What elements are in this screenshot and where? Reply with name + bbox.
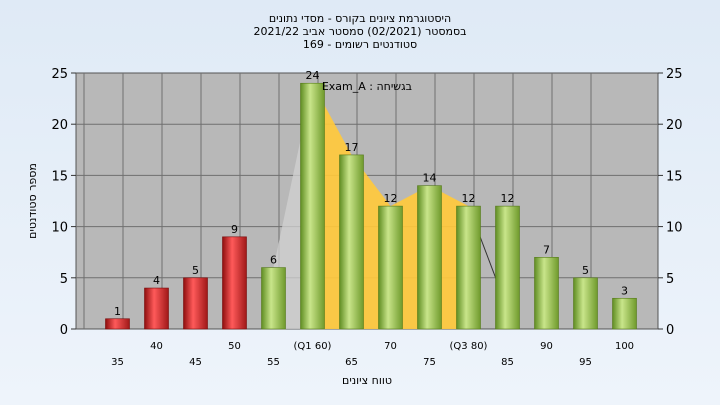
value-label: 6 [270,254,277,267]
gridlines [76,73,658,329]
x-tick-label: 85 [501,357,514,368]
bar [183,277,208,330]
y-tick-label: 0 [60,323,68,338]
bar [339,154,364,330]
y-tick-label: 15 [666,169,683,184]
value-label: 4 [153,274,160,287]
x-tick-label: 100 [615,341,634,352]
x-tick-labels: 35 40 45 50 55 (Q1 60) 65 70 75 (Q3 80) 85 90 95 100 [111,341,634,368]
y-tick-label: 25 [51,67,68,82]
bar [300,82,325,330]
x-tick-label: 90 [540,341,553,352]
value-label: 3 [621,284,628,297]
y-tick-label: 5 [666,272,674,287]
bar [495,205,520,330]
x-tick-label: (Q3 80) [450,341,488,352]
y-tick-label: 15 [51,169,68,184]
y-tick-label: 5 [60,272,68,287]
x-axis-label: טווח ציונים [342,374,392,387]
bar [222,236,247,330]
y-tick-label: 10 [51,221,68,236]
title-line-1: היסטוגרמת ציונים בקורס - מסדי נתונים [269,12,451,25]
y-tick-label: 0 [666,323,674,338]
bar [105,318,130,330]
exam-annotation: Exam_A : בגשיחה [322,80,412,93]
bar [573,277,598,330]
bar [144,287,169,330]
x-tick-label: 70 [384,341,397,352]
bar [534,257,559,330]
bar [378,205,403,330]
value-label: 5 [582,264,589,277]
chart-title: היסטוגרמת ציונים בקורס - מסדי נתונים בסמ… [253,12,466,51]
y-tick-label: 20 [666,118,683,133]
y-axis-left: 0 5 10 15 20 25 [51,67,76,338]
bar [456,205,481,330]
value-label: 17 [345,141,359,154]
value-label: 12 [501,192,515,205]
x-tick-label: 95 [579,357,592,368]
title-line-2: בסמסטר (02/2021) סמסטר אביב 2021/22 [253,25,466,38]
x-tick-label: (Q1 60) [294,341,332,352]
x-tick-label: 75 [423,357,436,368]
y-tick-label: 25 [666,67,683,82]
value-label: 12 [462,192,476,205]
bars [105,82,637,330]
x-tick-label: 35 [111,357,124,368]
value-label: 1 [114,305,121,318]
x-tick-label: 40 [150,341,163,352]
x-tick-label: 55 [267,357,280,368]
bar [417,185,442,330]
title-line-3: 169 - סטודנטים רשומים [303,38,417,51]
bar [612,297,637,330]
value-label: 7 [543,243,550,256]
value-label: 5 [192,264,199,277]
y-tick-label: 10 [666,221,683,236]
value-label: 14 [423,172,437,185]
bar [261,267,286,330]
y-axis-right: 0 5 10 15 20 25 [658,67,683,338]
y-axis-label: מספר סטודנטים [26,163,39,239]
x-tick-label: 45 [189,357,202,368]
x-tick-label: 65 [345,357,358,368]
y-tick-label: 20 [51,118,68,133]
value-label: 9 [231,223,238,236]
value-label: 12 [384,192,398,205]
value-label: 24 [306,69,320,82]
x-tick-label: 50 [228,341,241,352]
